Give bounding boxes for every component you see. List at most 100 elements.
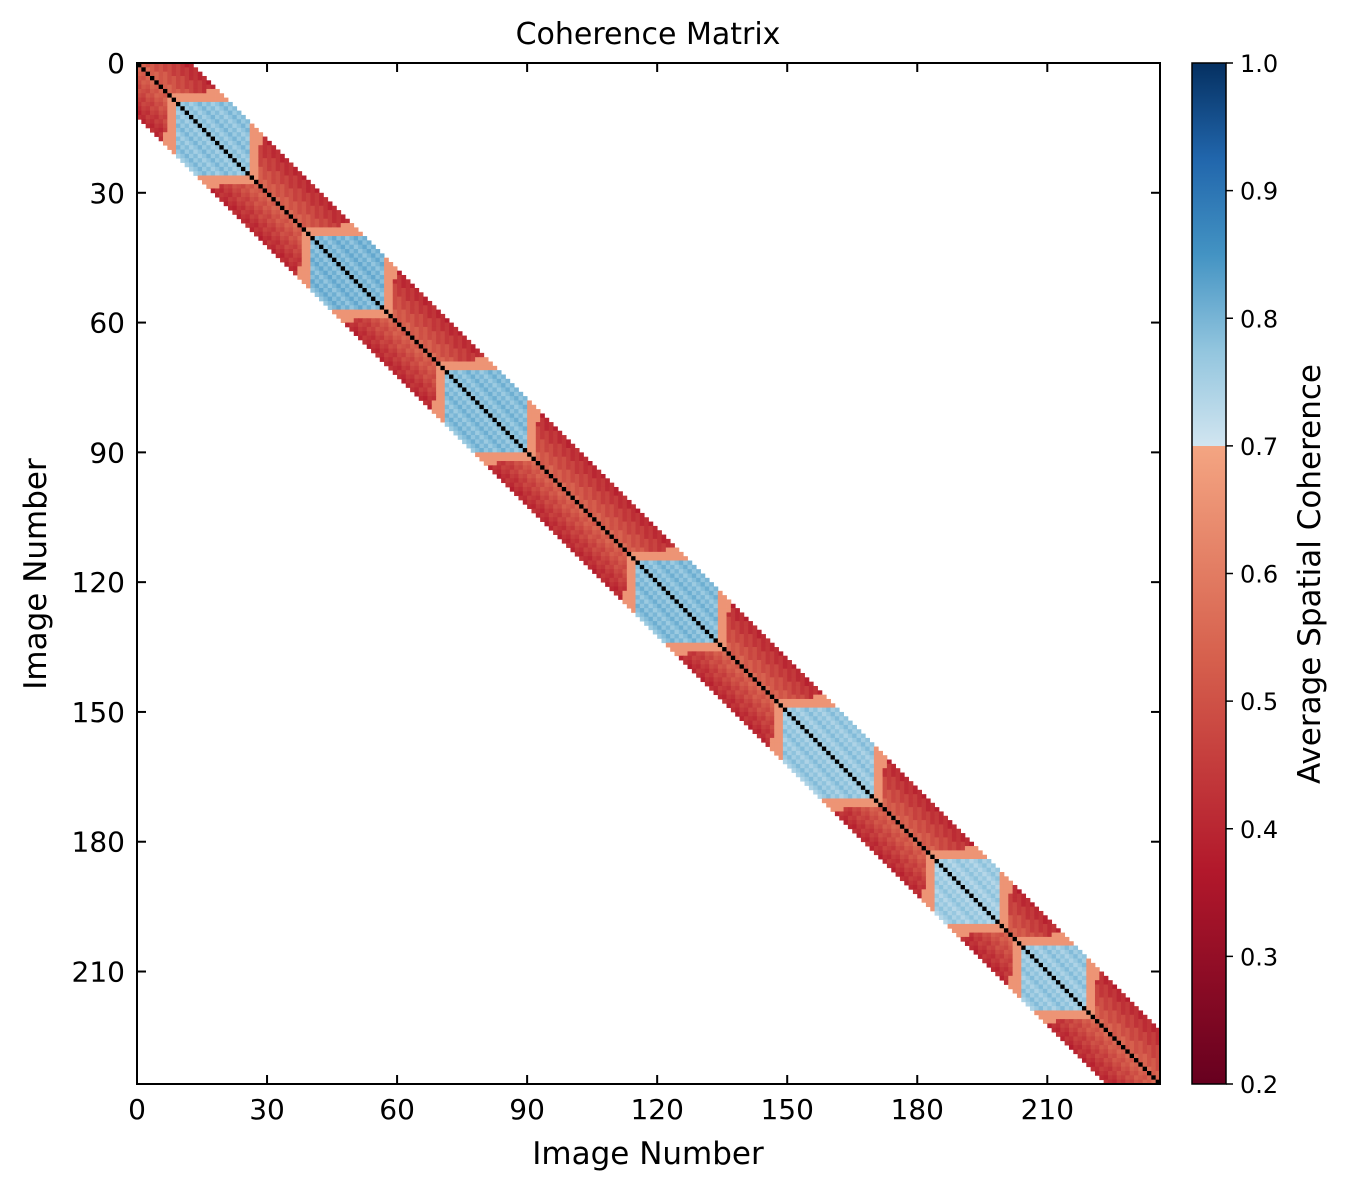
heatmap-cell bbox=[470, 387, 476, 393]
heatmap-cell bbox=[982, 893, 988, 899]
heatmap-cell bbox=[514, 413, 519, 419]
heatmap-cell bbox=[670, 564, 675, 570]
heatmap-cell bbox=[657, 621, 662, 626]
heatmap-cell bbox=[215, 192, 220, 198]
heatmap-cell bbox=[670, 582, 675, 587]
heatmap-cell bbox=[410, 357, 415, 362]
heatmap-cell bbox=[401, 361, 407, 367]
heatmap-cell bbox=[223, 171, 229, 176]
heatmap-cell bbox=[917, 807, 922, 812]
heatmap-cell bbox=[583, 461, 589, 466]
heatmap-cell bbox=[362, 274, 368, 280]
heatmap-cell bbox=[392, 361, 398, 367]
heatmap-cell bbox=[245, 132, 251, 137]
heatmap-cell bbox=[696, 590, 701, 596]
heatmap-cell bbox=[856, 746, 862, 752]
heatmap-cell bbox=[947, 906, 953, 912]
heatmap-cell bbox=[709, 642, 714, 648]
heatmap-cell bbox=[843, 772, 849, 778]
heatmap-cell bbox=[535, 435, 541, 440]
heatmap-cell bbox=[756, 668, 762, 674]
heatmap-cell bbox=[306, 274, 311, 280]
heatmap-cell bbox=[366, 300, 372, 306]
heatmap-cell bbox=[306, 240, 311, 246]
heatmap-cell bbox=[501, 465, 506, 471]
heatmap-cell bbox=[761, 690, 766, 696]
heatmap-cell bbox=[262, 136, 268, 142]
heatmap-cell bbox=[262, 171, 268, 176]
heatmap-cell bbox=[388, 348, 394, 354]
heatmap-cell bbox=[444, 404, 450, 410]
heatmap-cell bbox=[453, 413, 459, 419]
heatmap-cell bbox=[592, 482, 597, 488]
heatmap-cell bbox=[457, 365, 463, 371]
heatmap-cell bbox=[574, 517, 580, 522]
heatmap-cell bbox=[570, 443, 576, 449]
heatmap-cell bbox=[518, 439, 524, 445]
heatmap-cell bbox=[397, 279, 402, 285]
heatmap-cell bbox=[501, 461, 506, 466]
heatmap-cell bbox=[193, 171, 199, 176]
heatmap-cell bbox=[609, 564, 615, 570]
heatmap-cell bbox=[236, 132, 242, 137]
heatmap-cell bbox=[254, 227, 259, 233]
heatmap-cell bbox=[895, 854, 901, 860]
heatmap-cell bbox=[392, 287, 398, 293]
heatmap-cell bbox=[1003, 932, 1009, 938]
heatmap-cell bbox=[769, 716, 775, 721]
heatmap-cell bbox=[553, 430, 558, 436]
heatmap-cell bbox=[405, 287, 411, 293]
heatmap-cell bbox=[635, 573, 641, 579]
heatmap-cell bbox=[245, 179, 251, 185]
heatmap-cell bbox=[349, 257, 355, 263]
heatmap-cell bbox=[769, 720, 775, 726]
heatmap-cell bbox=[951, 841, 957, 847]
heatmap-cell bbox=[362, 331, 368, 336]
heatmap-cell bbox=[557, 495, 563, 501]
heatmap-cell bbox=[713, 651, 719, 657]
heatmap-cell bbox=[288, 227, 294, 233]
heatmap-cell bbox=[652, 525, 658, 531]
heatmap-cell bbox=[938, 906, 944, 912]
heatmap-cell bbox=[535, 504, 541, 510]
heatmap-cell bbox=[964, 893, 970, 899]
heatmap-cell bbox=[375, 249, 381, 254]
heatmap-cell bbox=[327, 218, 333, 224]
heatmap-cell bbox=[804, 763, 810, 769]
heatmap-cell bbox=[795, 742, 801, 747]
heatmap-cell bbox=[886, 772, 892, 778]
heatmap-cell bbox=[726, 647, 732, 652]
heatmap-cell bbox=[912, 876, 918, 882]
heatmap-cell bbox=[483, 413, 489, 419]
heatmap-cell bbox=[596, 504, 602, 510]
heatmap-cell bbox=[722, 642, 727, 648]
heatmap-cell bbox=[245, 175, 251, 181]
heatmap-cell bbox=[1042, 932, 1048, 938]
heatmap-cell bbox=[882, 815, 888, 821]
heatmap-cell bbox=[570, 547, 576, 553]
heatmap-cell bbox=[947, 923, 953, 929]
heatmap-cell bbox=[553, 495, 558, 501]
heatmap-cell bbox=[176, 149, 181, 155]
heatmap-cell bbox=[635, 547, 641, 553]
heatmap-cell bbox=[644, 569, 649, 574]
heatmap-cell bbox=[657, 564, 662, 570]
heatmap-cell bbox=[886, 828, 892, 834]
heatmap-cell bbox=[444, 361, 450, 367]
heatmap-cell bbox=[258, 140, 264, 146]
heatmap-cell bbox=[349, 274, 355, 280]
heatmap-cell bbox=[674, 612, 680, 618]
heatmap-cell bbox=[514, 469, 519, 475]
heatmap-cell bbox=[540, 422, 545, 427]
heatmap-cell bbox=[540, 443, 545, 449]
heatmap-cell bbox=[544, 499, 550, 505]
heatmap-cell bbox=[527, 478, 532, 484]
heatmap-cell bbox=[310, 266, 316, 272]
heatmap-cell bbox=[323, 197, 329, 202]
heatmap-cell bbox=[878, 789, 883, 795]
heatmap-cell bbox=[392, 300, 398, 306]
heatmap-cell bbox=[739, 707, 745, 713]
heatmap-cell bbox=[665, 551, 671, 557]
heatmap-cell bbox=[843, 720, 849, 726]
heatmap-cell bbox=[301, 218, 307, 224]
